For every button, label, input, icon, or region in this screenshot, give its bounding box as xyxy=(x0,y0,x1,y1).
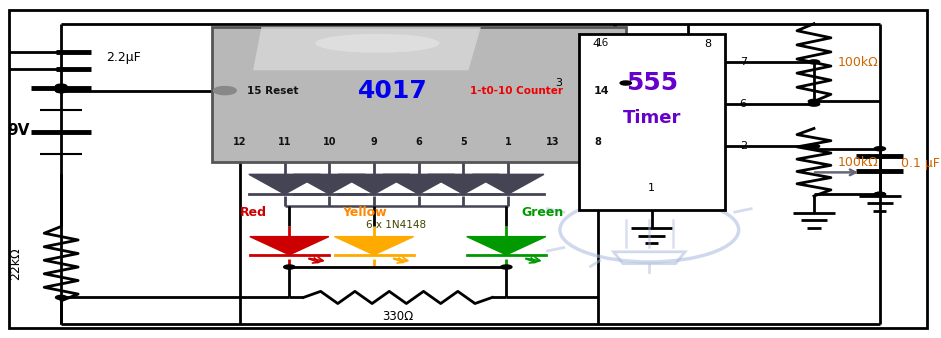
Text: 16: 16 xyxy=(596,38,609,48)
Text: 100kΩ: 100kΩ xyxy=(837,56,878,69)
Polygon shape xyxy=(472,174,544,194)
Circle shape xyxy=(56,89,67,93)
Text: 12: 12 xyxy=(233,137,247,147)
Circle shape xyxy=(874,192,885,196)
Text: Red: Red xyxy=(240,207,267,219)
Circle shape xyxy=(56,295,67,299)
Circle shape xyxy=(214,87,236,95)
Circle shape xyxy=(808,102,820,106)
Circle shape xyxy=(56,89,67,93)
Text: 2.2μF: 2.2μF xyxy=(106,51,141,64)
Text: 22kΩ: 22kΩ xyxy=(9,247,23,280)
Text: Green: Green xyxy=(521,207,563,219)
Bar xyxy=(579,34,725,210)
Text: 6 x 1N4148: 6 x 1N4148 xyxy=(366,220,426,230)
Text: 3: 3 xyxy=(555,78,562,88)
Text: 15 Reset: 15 Reset xyxy=(247,86,299,96)
Polygon shape xyxy=(383,174,455,194)
Polygon shape xyxy=(338,174,410,194)
Text: 1: 1 xyxy=(648,184,655,193)
Text: 555: 555 xyxy=(626,71,678,95)
Polygon shape xyxy=(248,174,321,194)
Text: Timer: Timer xyxy=(622,109,681,127)
Text: 9: 9 xyxy=(371,137,377,147)
Text: 4017: 4017 xyxy=(358,78,427,103)
Polygon shape xyxy=(427,174,500,194)
Text: 8: 8 xyxy=(704,39,711,49)
Text: 6: 6 xyxy=(740,99,746,109)
Circle shape xyxy=(808,60,820,64)
Circle shape xyxy=(620,81,631,85)
Bar xyxy=(212,27,626,162)
Circle shape xyxy=(56,84,67,88)
Text: 4: 4 xyxy=(592,39,599,49)
Circle shape xyxy=(874,192,885,196)
Text: 1-t0-10 Counter: 1-t0-10 Counter xyxy=(470,86,564,96)
Text: Yellow: Yellow xyxy=(343,207,387,219)
Circle shape xyxy=(874,147,885,151)
Text: 11: 11 xyxy=(278,137,292,147)
Polygon shape xyxy=(250,237,328,255)
Circle shape xyxy=(284,265,295,269)
Text: 13: 13 xyxy=(546,137,560,147)
Text: 5: 5 xyxy=(460,137,467,147)
Circle shape xyxy=(808,144,820,148)
Polygon shape xyxy=(253,27,481,70)
Text: 2: 2 xyxy=(740,141,747,151)
Polygon shape xyxy=(467,237,546,255)
Circle shape xyxy=(808,99,820,103)
Ellipse shape xyxy=(315,34,439,53)
Polygon shape xyxy=(294,174,365,194)
Text: 7: 7 xyxy=(740,57,747,67)
Text: 9V: 9V xyxy=(8,123,30,138)
Text: 0.1 μF: 0.1 μF xyxy=(901,158,939,170)
Text: 6: 6 xyxy=(415,137,423,147)
Text: 330Ω: 330Ω xyxy=(382,310,413,323)
Circle shape xyxy=(501,265,512,269)
Text: 100kΩ: 100kΩ xyxy=(837,156,878,169)
Text: 1: 1 xyxy=(504,137,512,147)
Text: 10: 10 xyxy=(323,137,336,147)
Text: 14: 14 xyxy=(593,86,609,96)
Text: 8: 8 xyxy=(594,137,601,147)
Polygon shape xyxy=(335,237,414,255)
